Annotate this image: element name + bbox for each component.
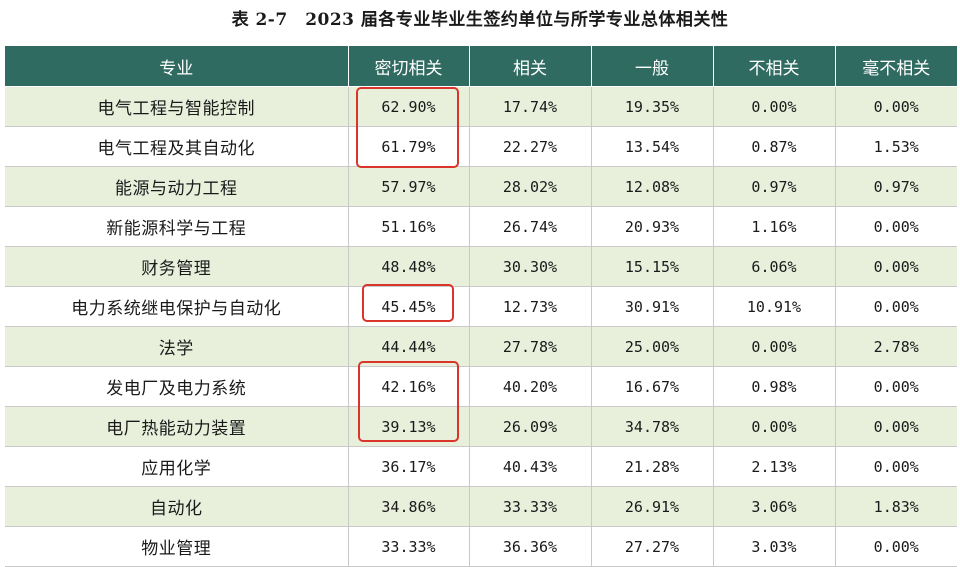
cell-percentage: 40.43% <box>469 446 592 487</box>
cell-percentage: 25.00% <box>591 326 714 367</box>
table-row: 电气工程与智能控制 62.90% 17.74% 19.35% 0.00% 0.00% <box>5 86 957 127</box>
header-major: 专业 <box>5 46 349 87</box>
cell-percentage: 20.93% <box>591 206 714 247</box>
cell-percentage: 21.28% <box>591 446 714 487</box>
cell-percentage: 28.02% <box>469 166 592 207</box>
cell-percentage: 0.00% <box>835 286 957 327</box>
table-row: 电气工程及其自动化 61.79% 22.27% 13.54% 0.87% 1.53% <box>5 126 957 167</box>
cell-percentage: 0.00% <box>835 366 957 407</box>
cell-percentage: 0.97% <box>713 166 836 207</box>
cell-percentage: 1.16% <box>713 206 836 247</box>
cell-percentage: 27.78% <box>469 326 592 367</box>
cell-percentage: 0.00% <box>835 406 957 447</box>
cell-percentage: 0.00% <box>835 246 957 287</box>
cell-percentage: 26.09% <box>469 406 592 447</box>
cell-major-name: 电气工程与智能控制 <box>5 86 349 127</box>
table-row: 财务管理 48.48% 30.30% 15.15% 6.06% 0.00% <box>5 246 957 287</box>
cell-percentage: 45.45% <box>348 286 470 327</box>
cell-percentage: 48.48% <box>348 246 470 287</box>
cell-percentage: 0.00% <box>713 86 836 127</box>
cell-major-name: 电气工程及其自动化 <box>5 126 349 167</box>
cell-percentage: 19.35% <box>591 86 714 127</box>
table-row: 法学 44.44% 27.78% 25.00% 0.00% 2.78% <box>5 326 957 367</box>
cell-percentage: 12.08% <box>591 166 714 207</box>
table-row: 自动化 34.86% 33.33% 26.91% 3.06% 1.83% <box>5 486 957 527</box>
cell-percentage: 10.91% <box>713 286 836 327</box>
cell-percentage: 0.00% <box>835 446 957 487</box>
table-title: 表 2-7 2023 届各专业毕业生签约单位与所学专业总体相关性 <box>231 10 729 30</box>
header-unrelated: 不相关 <box>713 46 836 87</box>
table-row: 新能源科学与工程 51.16% 26.74% 20.93% 1.16% 0.00% <box>5 206 957 247</box>
header-neutral: 一般 <box>591 46 714 87</box>
table-row: 应用化学 36.17% 40.43% 21.28% 2.13% 0.00% <box>5 446 957 487</box>
cell-percentage: 62.90% <box>348 86 470 127</box>
correlation-table: 专业 密切相关 相关 一般 不相关 毫不相关 电气工程与智能控制 62.90% 17… <box>5 46 957 567</box>
cell-percentage: 26.91% <box>591 486 714 527</box>
cell-percentage: 26.74% <box>469 206 592 247</box>
cell-major-name: 电力系统继电保护与自动化 <box>5 286 349 327</box>
cell-percentage: 36.17% <box>348 446 470 487</box>
cell-percentage: 0.00% <box>835 86 957 127</box>
table-header-row: 专业 密切相关 相关 一般 不相关 毫不相关 <box>5 46 957 87</box>
cell-percentage: 30.91% <box>591 286 714 327</box>
cell-percentage: 2.13% <box>713 446 836 487</box>
cell-percentage: 17.74% <box>469 86 592 127</box>
cell-percentage: 15.15% <box>591 246 714 287</box>
cell-percentage: 2.78% <box>835 326 957 367</box>
cell-percentage: 34.86% <box>348 486 470 527</box>
cell-percentage: 0.00% <box>713 326 836 367</box>
cell-percentage: 0.00% <box>713 406 836 447</box>
cell-percentage: 44.44% <box>348 326 470 367</box>
cell-percentage: 51.16% <box>348 206 470 247</box>
cell-percentage: 0.00% <box>835 526 957 567</box>
cell-percentage: 0.87% <box>713 126 836 167</box>
cell-percentage: 57.97% <box>348 166 470 207</box>
header-related: 相关 <box>469 46 592 87</box>
cell-major-name: 物业管理 <box>5 526 349 567</box>
cell-percentage: 12.73% <box>469 286 592 327</box>
table-row: 物业管理 33.33% 36.36% 27.27% 3.03% 0.00% <box>5 526 957 567</box>
cell-percentage: 13.54% <box>591 126 714 167</box>
cell-percentage: 36.36% <box>469 526 592 567</box>
header-totally-unrelated: 毫不相关 <box>835 46 957 87</box>
table-row: 发电厂及电力系统 42.16% 40.20% 16.67% 0.98% 0.00% <box>5 366 957 407</box>
cell-percentage: 1.83% <box>835 486 957 527</box>
cell-major-name: 财务管理 <box>5 246 349 287</box>
cell-major-name: 发电厂及电力系统 <box>5 366 349 407</box>
cell-major-name: 自动化 <box>5 486 349 527</box>
cell-percentage: 27.27% <box>591 526 714 567</box>
table-row: 电力系统继电保护与自动化 45.45% 12.73% 30.91% 10.91% 0.00… <box>5 286 957 327</box>
cell-percentage: 61.79% <box>348 126 470 167</box>
cell-percentage: 40.20% <box>469 366 592 407</box>
cell-percentage: 33.33% <box>348 526 470 567</box>
cell-major-name: 电厂热能动力装置 <box>5 406 349 447</box>
cell-percentage: 0.98% <box>713 366 836 407</box>
cell-percentage: 30.30% <box>469 246 592 287</box>
cell-percentage: 1.53% <box>835 126 957 167</box>
cell-percentage: 42.16% <box>348 366 470 407</box>
cell-percentage: 6.06% <box>713 246 836 287</box>
cell-major-name: 法学 <box>5 326 349 367</box>
cell-major-name: 能源与动力工程 <box>5 166 349 207</box>
cell-percentage: 3.03% <box>713 526 836 567</box>
cell-major-name: 应用化学 <box>5 446 349 487</box>
table-container: 专业 密切相关 相关 一般 不相关 毫不相关 电气工程与智能控制 62.90% 17… <box>5 46 957 567</box>
cell-percentage: 22.27% <box>469 126 592 167</box>
cell-percentage: 39.13% <box>348 406 470 447</box>
cell-major-name: 新能源科学与工程 <box>5 206 349 247</box>
cell-percentage: 3.06% <box>713 486 836 527</box>
table-row: 能源与动力工程 57.97% 28.02% 12.08% 0.97% 0.97% <box>5 166 957 207</box>
cell-percentage: 33.33% <box>469 486 592 527</box>
header-closely-related: 密切相关 <box>348 46 470 87</box>
table-row: 电厂热能动力装置 39.13% 26.09% 34.78% 0.00% 0.00% <box>5 406 957 447</box>
cell-percentage: 0.00% <box>835 206 957 247</box>
cell-percentage: 0.97% <box>835 166 957 207</box>
cell-percentage: 16.67% <box>591 366 714 407</box>
cell-percentage: 34.78% <box>591 406 714 447</box>
